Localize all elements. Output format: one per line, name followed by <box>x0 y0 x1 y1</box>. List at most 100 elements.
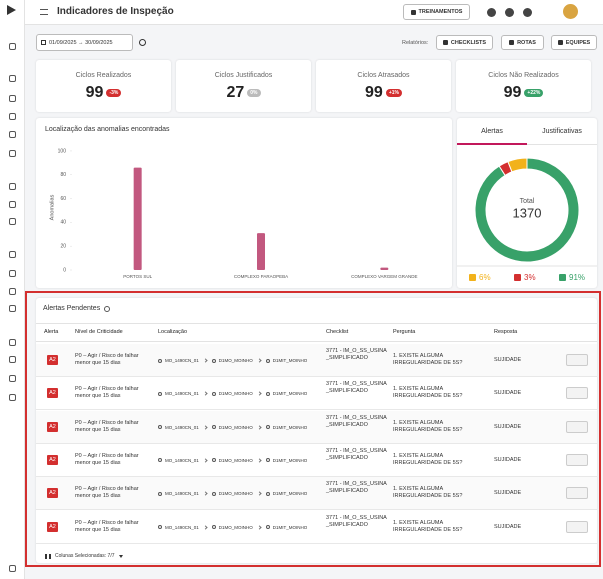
kpi-value-row: 99 +22% <box>456 84 591 102</box>
nav-icon[interactable] <box>9 218 16 225</box>
table-row <box>36 410 597 444</box>
header-icon[interactable] <box>523 8 532 17</box>
kpi-badge: 0% <box>247 89 261 97</box>
refresh-icon[interactable] <box>139 39 146 46</box>
reports-label: Relatórios: <box>402 40 429 46</box>
avatar[interactable] <box>563 4 578 19</box>
answer: SUJIDADE <box>494 357 522 363</box>
attachment-button[interactable] <box>566 453 588 466</box>
nav-icon[interactable] <box>9 565 16 572</box>
legend-swatch <box>469 274 476 281</box>
x-tick-label: COMPLEXO PARAOPEBA <box>234 274 288 279</box>
table-row <box>36 377 597 411</box>
nav-icon[interactable] <box>9 131 16 138</box>
table-row <box>36 344 597 377</box>
nav-icon[interactable] <box>9 394 16 401</box>
columns-icon <box>45 553 51 559</box>
question: 1. EXISTE ALGUMA IRREGULARIDADE DE 5S? <box>393 486 463 500</box>
column-header[interactable]: Localização <box>158 329 188 335</box>
icon <box>442 40 448 45</box>
nav-icon[interactable] <box>9 43 16 50</box>
bar <box>380 267 389 270</box>
nav-icon[interactable] <box>9 251 16 258</box>
location-icon <box>265 458 270 463</box>
kpi-value: 99 <box>503 84 522 101</box>
path-separator <box>257 391 262 396</box>
header-icon[interactable] <box>487 8 496 17</box>
tab[interactable]: Alertas <box>457 118 527 145</box>
bar-chart-card: Localização das anomalias encontradas Ano… <box>36 118 452 288</box>
location-icon <box>211 391 216 396</box>
location-icon <box>211 358 216 363</box>
y-tick-label: 0 <box>63 267 66 273</box>
nav-icon[interactable] <box>9 150 16 157</box>
location-icon <box>211 458 216 463</box>
y-tick-label: 80 <box>60 172 66 178</box>
location-item: D1MO_MOINHO <box>218 391 253 397</box>
location-path: MO_1490CN_01 D1MO_MOINHO D1MIT_MOINHO <box>158 424 307 431</box>
report-button[interactable]: ROTAS <box>501 35 544 50</box>
attachment-button[interactable] <box>566 387 588 400</box>
tab[interactable]: Justificativas <box>527 118 597 145</box>
date-range[interactable]: 01/09/2025 → 30/09/2025 <box>36 34 133 51</box>
info-icon[interactable] <box>104 305 111 312</box>
kpi-label: Ciclos Atrasados <box>357 72 410 79</box>
table-footer[interactable]: Colunas Selecionadas: 7/7 <box>45 553 123 559</box>
nav-icon[interactable] <box>9 305 16 312</box>
nav-icon[interactable] <box>9 75 16 82</box>
checklist: 3771 - IM_O_SS_USINA_SIMPLIFICADO <box>326 381 387 395</box>
header-icon[interactable] <box>505 8 514 17</box>
nav-icon[interactable] <box>9 201 16 208</box>
center-total: 1370 <box>513 205 542 220</box>
attachment-button[interactable] <box>566 520 588 533</box>
nav-icon[interactable] <box>9 339 16 346</box>
nav-icon[interactable] <box>9 95 16 102</box>
kpi-value: 27 <box>226 84 245 101</box>
answer: SUJIDADE <box>494 456 522 463</box>
legend-swatch <box>514 274 521 281</box>
nav-icon[interactable] <box>9 183 16 190</box>
location-icon <box>158 525 162 529</box>
alert-badge: A2 <box>47 388 58 399</box>
location-item: D1MIT_MOINHO <box>272 358 308 363</box>
path-separator <box>257 424 262 430</box>
location-icon <box>158 425 162 430</box>
report-button[interactable]: CHECKLISTS <box>436 35 493 50</box>
nav-icon[interactable] <box>9 113 16 120</box>
nav-icon[interactable] <box>9 356 16 363</box>
icon <box>509 40 515 45</box>
legend-value-label: 91% <box>569 273 585 282</box>
location-icon <box>158 391 162 396</box>
question: 1. EXISTE ALGUMA IRREGULARIDADE DE 5S? <box>393 386 463 400</box>
checklist: 3771 - IM_O_SS_USINA_SIMPLIFICADO <box>326 481 387 495</box>
table-title: Alertas Pendentes <box>43 305 111 312</box>
attachment-button[interactable] <box>566 420 588 433</box>
report-button[interactable]: EQUIPES <box>551 35 597 50</box>
column-header[interactable]: Alerta <box>44 329 59 335</box>
column-header[interactable]: Checklist <box>326 329 349 335</box>
location-path: MO_1490CN_01 D1MO_MOINHO D1MIT_MOINHO <box>158 357 307 364</box>
attachment-button[interactable] <box>566 354 588 366</box>
footer-text: Colunas Selecionadas: 7/7 <box>55 553 115 559</box>
kpi-value-row: 27 0% <box>176 84 311 102</box>
nav-icon[interactable] <box>9 270 16 277</box>
path-separator <box>203 491 208 496</box>
column-header[interactable]: Pergunta <box>393 329 416 335</box>
attachment-button[interactable] <box>566 487 588 500</box>
menu-icon[interactable] <box>40 9 48 15</box>
legend-value-label: 3% <box>524 273 536 282</box>
criticality: P0 – Agir / Risco de falhar menor que 15… <box>75 486 139 500</box>
nav-icon[interactable] <box>9 375 16 382</box>
column-header[interactable]: Resposta <box>494 329 518 335</box>
kpi-value-row: 99 +1% <box>316 84 451 102</box>
criticality: P0 – Agir / Risco de falhar menor que 15… <box>75 452 139 466</box>
column-header[interactable]: Nível de Criticidade <box>75 329 123 335</box>
alert-badge: A2 <box>47 488 58 499</box>
location-icon <box>158 358 162 363</box>
x-tick-label: COMPLEXO VARGEM GRANDE <box>351 274 417 279</box>
legend-value-label: 6% <box>479 273 491 282</box>
training-button[interactable]: TREINAMENTOS <box>403 4 470 20</box>
nav-icon[interactable] <box>9 288 16 295</box>
